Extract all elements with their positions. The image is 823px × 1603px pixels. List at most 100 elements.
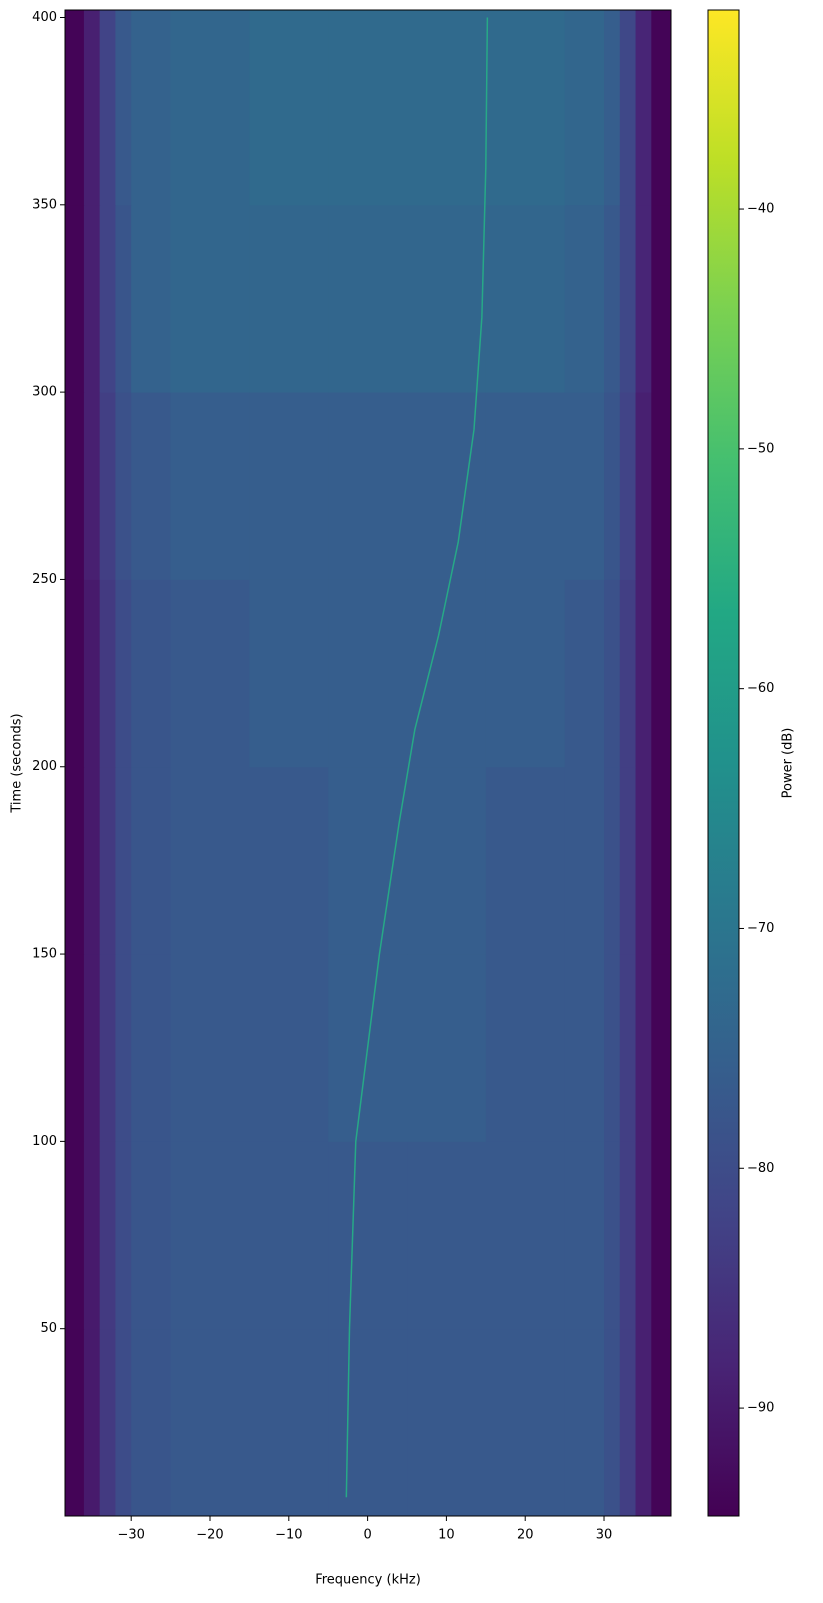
heat-cell <box>249 579 329 768</box>
heat-cell <box>564 204 605 393</box>
heat-cell <box>249 954 329 1142</box>
heat-cell <box>485 10 566 206</box>
heat-cell <box>604 392 621 580</box>
heat-cell <box>99 766 116 955</box>
heat-cell <box>99 1141 116 1330</box>
heat-cell <box>131 1141 172 1330</box>
colorbar-tick-label: −90 <box>747 1401 774 1416</box>
heat-cell <box>604 579 621 768</box>
heat-cell <box>115 392 132 580</box>
heat-cell <box>99 1328 116 1517</box>
heat-cell <box>170 392 250 580</box>
heat-cell <box>328 579 408 768</box>
heat-cell <box>99 204 116 393</box>
y-tick-label: 300 <box>32 385 57 400</box>
colorbar-tick-label: −80 <box>747 1161 774 1176</box>
heat-cell <box>407 10 487 206</box>
heat-cell <box>564 1141 605 1330</box>
heat-cell <box>604 204 621 393</box>
heat-cell <box>407 204 487 393</box>
heat-cell <box>328 1141 408 1330</box>
heat-cell <box>83 1328 101 1517</box>
heat-cell <box>83 204 101 393</box>
heat-cell <box>83 10 101 206</box>
heat-cell <box>249 204 329 393</box>
y-tick-label: 100 <box>32 1134 57 1149</box>
heat-cell <box>83 954 101 1142</box>
heat-cell <box>83 392 101 580</box>
heat-cell <box>635 579 652 768</box>
heat-cell <box>170 579 250 768</box>
y-tick-label: 50 <box>40 1321 57 1336</box>
heat-cell <box>635 10 652 206</box>
x-tick-label: −30 <box>117 1528 144 1543</box>
heat-cell <box>65 954 85 1142</box>
heat-cell <box>328 1328 408 1517</box>
colorbar-tick-label: −70 <box>747 921 774 936</box>
heat-cell <box>485 204 566 393</box>
heat-cell <box>170 1328 250 1517</box>
heat-cell <box>485 1141 566 1330</box>
heat-cell <box>407 766 487 955</box>
heat-cell <box>65 766 85 955</box>
heat-cell <box>619 392 637 580</box>
heat-cell <box>564 766 605 955</box>
heat-cell <box>83 1141 101 1330</box>
y-tick-label: 200 <box>32 759 57 774</box>
heat-cell <box>485 392 566 580</box>
x-axis-label: Frequency (kHz) <box>315 1573 421 1588</box>
heat-cell <box>651 392 672 580</box>
heat-cell <box>564 579 605 768</box>
heat-cell <box>131 392 172 580</box>
heat-cell <box>115 10 132 206</box>
heat-cell <box>249 766 329 955</box>
heat-cell <box>619 204 637 393</box>
heat-cell <box>619 10 637 206</box>
heat-cell <box>407 1141 487 1330</box>
heat-cell <box>170 204 250 393</box>
heat-cell <box>619 1328 637 1517</box>
heat-cell <box>99 579 116 768</box>
signal-trace <box>345 17 489 1498</box>
heat-cell <box>328 204 408 393</box>
heat-cell <box>651 10 672 206</box>
heat-cell <box>170 954 250 1142</box>
heat-cell <box>131 10 172 206</box>
heat-cell <box>115 1328 132 1517</box>
heat-cell <box>115 1141 132 1330</box>
heat-cell <box>170 10 250 206</box>
y-tick-label: 400 <box>32 10 57 25</box>
heat-cell <box>65 579 85 768</box>
heat-cell <box>604 1328 621 1517</box>
heat-cell <box>635 204 652 393</box>
heat-cell <box>170 766 250 955</box>
heat-cell <box>65 1141 85 1330</box>
heat-cell <box>407 579 487 768</box>
heat-cell <box>651 204 672 393</box>
heat-cell <box>564 392 605 580</box>
heat-cell <box>564 1328 605 1517</box>
heat-cell <box>115 204 132 393</box>
heat-cell <box>635 766 652 955</box>
colorbar-tick-label: −50 <box>747 441 774 456</box>
heat-cell <box>564 10 605 206</box>
heat-cell <box>604 954 621 1142</box>
heat-cell <box>651 954 672 1142</box>
colorbar-tick-label: −60 <box>747 681 774 696</box>
heat-cell <box>99 392 116 580</box>
heat-cell <box>635 1328 652 1517</box>
heat-cell <box>65 10 85 206</box>
heat-cell <box>83 579 101 768</box>
heat-cell <box>485 1328 566 1517</box>
heat-cell <box>99 954 116 1142</box>
heat-cell <box>619 1141 637 1330</box>
y-tick-label: 350 <box>32 197 57 212</box>
colorbar-tick-label: −40 <box>747 202 774 217</box>
heat-cell <box>564 954 605 1142</box>
heat-cell <box>131 579 172 768</box>
heat-cell <box>249 10 329 206</box>
heat-cell <box>485 579 566 768</box>
heat-cell <box>328 766 408 955</box>
x-tick-label: 0 <box>363 1528 371 1543</box>
